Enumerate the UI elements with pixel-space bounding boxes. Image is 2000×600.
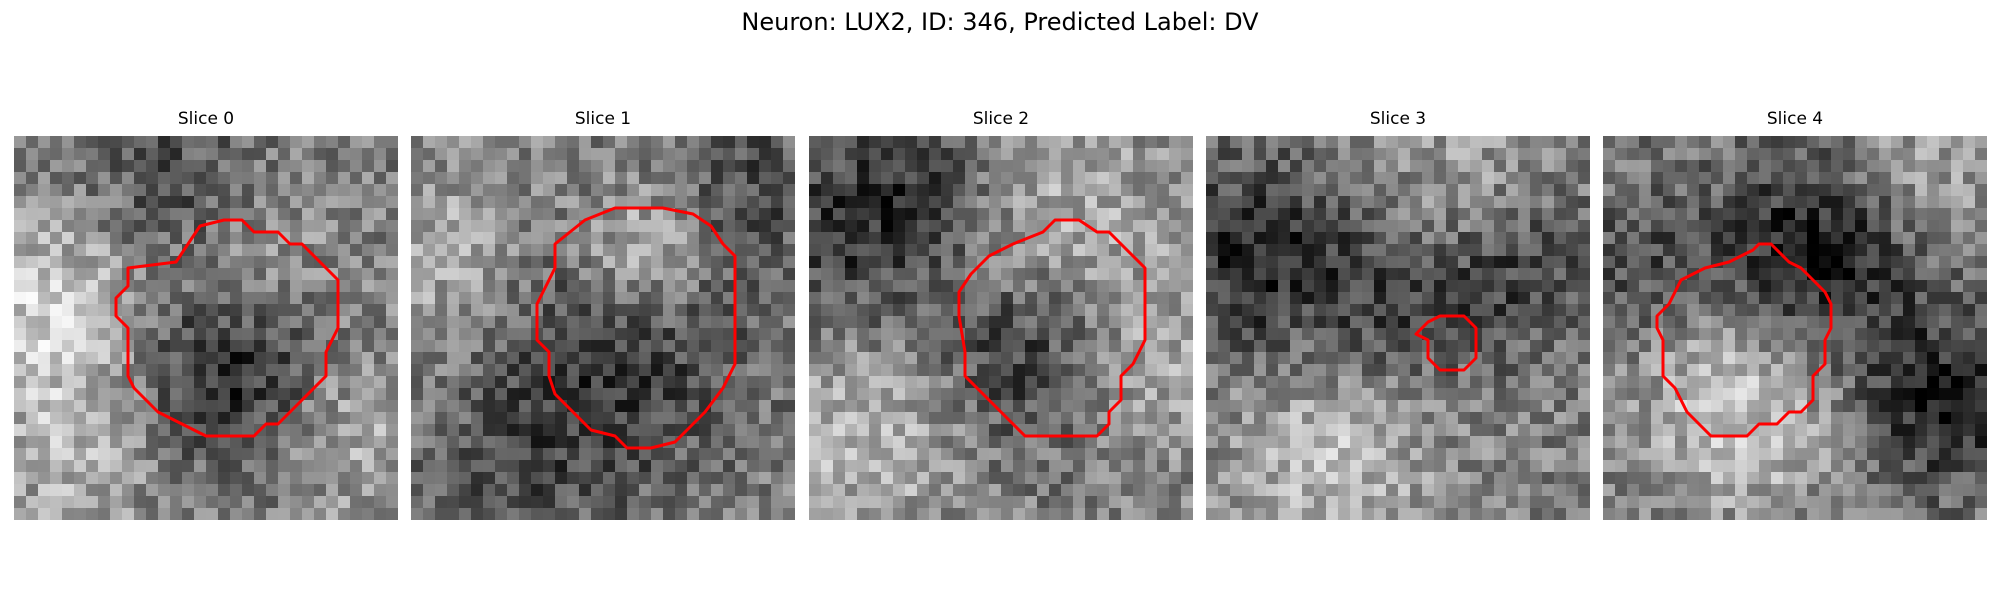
microscopy-image [14,136,398,520]
pixel-grid [809,136,1193,520]
roi-contour [957,218,1147,438]
microscopy-image [411,136,795,520]
pixel-grid [1206,136,1590,520]
figure-title: Neuron: LUX2, ID: 346, Predicted Label: … [741,8,1259,36]
slice-panel: Slice 4 [1603,108,1987,520]
roi-contour [535,206,737,450]
slice-title: Slice 2 [972,109,1030,129]
roi-contour [114,218,340,438]
roi-contour [1414,314,1478,372]
microscopy-image [1206,136,1590,520]
roi-contour [1655,242,1833,438]
slice-title: Slice 3 [1369,109,1427,129]
slice-title: Slice 0 [177,109,235,129]
pixel-grid [411,136,795,520]
slice-panel: Slice 2 [809,108,1193,520]
slice-title: Slice 4 [1766,109,1824,129]
slice-title: Slice 1 [574,109,632,129]
slice-panel: Slice 0 [14,108,398,520]
pixel-grid [14,136,398,520]
slice-panel: Slice 1 [411,108,795,520]
microscopy-image [809,136,1193,520]
slice-panel: Slice 3 [1206,108,1590,520]
pixel-grid [1603,136,1987,520]
microscopy-image [1603,136,1987,520]
